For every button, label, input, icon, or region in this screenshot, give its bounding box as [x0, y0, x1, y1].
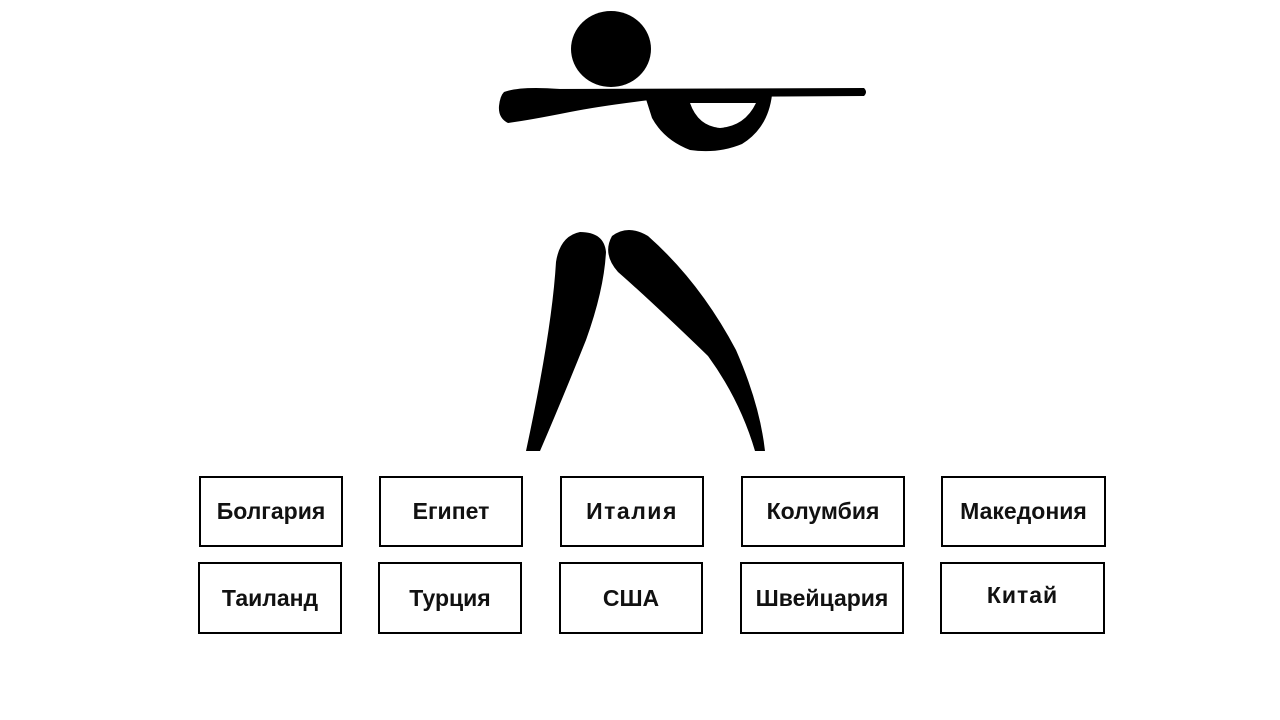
- country-card-usa[interactable]: США: [559, 562, 703, 634]
- country-card-italy[interactable]: Италия: [560, 476, 704, 547]
- country-card-turkey[interactable]: Турция: [378, 562, 522, 634]
- right-leg-shape: [608, 230, 765, 451]
- country-card-colombia[interactable]: Колумбия: [741, 476, 905, 547]
- country-card-thailand[interactable]: Таиланд: [198, 562, 342, 634]
- country-card-egypt[interactable]: Египет: [379, 476, 523, 547]
- country-card-bulgaria[interactable]: Болгария: [199, 476, 343, 547]
- arm-shape: [498, 88, 650, 123]
- shooting-pictogram-icon: [498, 11, 866, 451]
- country-card-macedonia[interactable]: Македония: [941, 476, 1106, 547]
- country-card-switzerland[interactable]: Швейцария: [740, 562, 904, 634]
- country-card-china[interactable]: Китай: [940, 562, 1105, 634]
- torso-shape: [645, 95, 772, 152]
- left-leg-shape: [526, 232, 606, 451]
- head-shape: [571, 11, 651, 87]
